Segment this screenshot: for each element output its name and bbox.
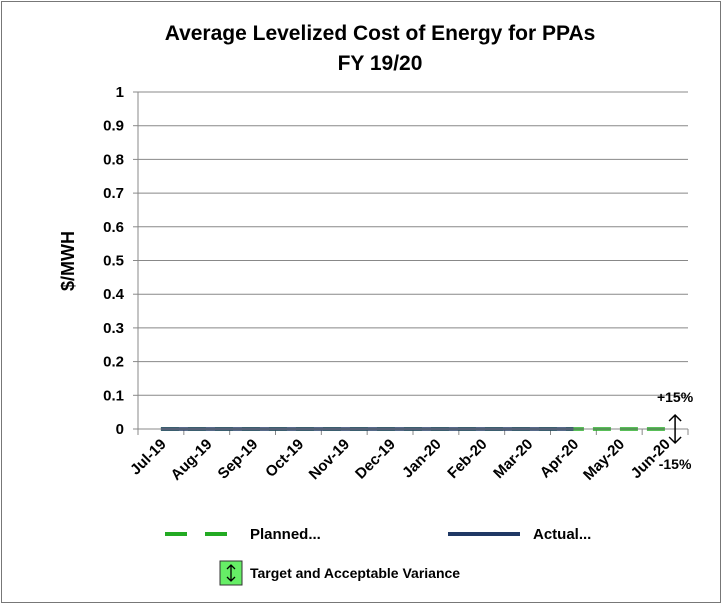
y-tick-label: 0.1 <box>103 387 124 404</box>
annotation: +15% <box>657 389 694 405</box>
y-tick-label: 0.2 <box>103 354 124 371</box>
y-tick-label: 0.8 <box>103 151 124 168</box>
y-tick-label: 1 <box>116 84 124 101</box>
y-tick-label: 0.9 <box>103 118 124 135</box>
chart-title: Average Levelized Cost of Energy for PPA… <box>165 22 596 45</box>
y-tick-label: 0.4 <box>103 286 125 303</box>
y-tick-label: 0.6 <box>103 219 124 236</box>
legend-label: Actual... <box>533 526 591 543</box>
annotation: -15% <box>659 456 692 472</box>
target-arrow <box>668 413 682 445</box>
legend-label: Planned... <box>250 526 321 543</box>
y-tick-label: 0.5 <box>103 253 124 270</box>
legend-arrow <box>226 564 236 582</box>
target-marker <box>668 413 682 445</box>
legend-label: Target and Acceptable Variance <box>250 565 460 581</box>
y-tick-label: 0.7 <box>103 185 124 202</box>
chart-subtitle: FY 19/20 <box>338 52 423 75</box>
y-axis-label: $/MWH <box>58 231 78 291</box>
y-tick-label: 0 <box>116 421 124 438</box>
y-tick-label: 0.3 <box>103 320 124 337</box>
